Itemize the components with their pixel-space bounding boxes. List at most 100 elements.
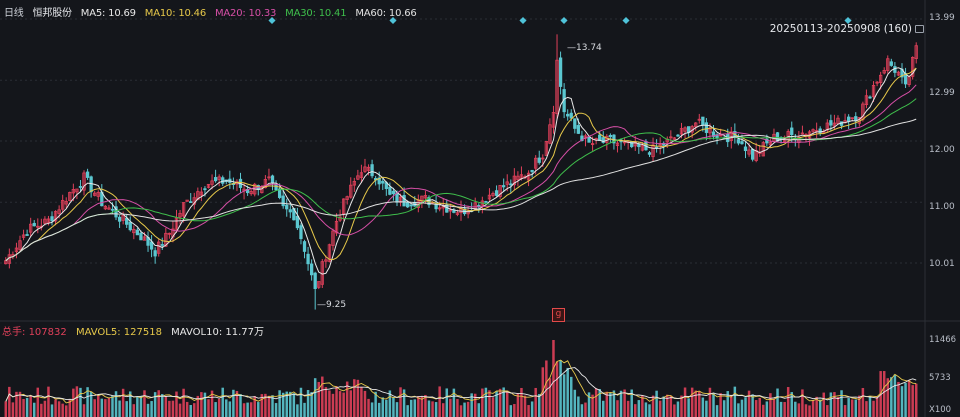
- candle-body: [82, 172, 86, 191]
- volume-bar: [79, 387, 82, 417]
- volume-bar: [854, 399, 858, 417]
- volume-bar: [655, 390, 658, 417]
- volume-bar: [203, 392, 207, 417]
- volume-bar: [626, 400, 630, 417]
- price-tick: 10.01: [929, 259, 955, 269]
- candle-body: [341, 198, 346, 214]
- volume-bar: [751, 394, 754, 417]
- candle-body: [590, 143, 595, 145]
- candle-body: [775, 132, 780, 142]
- candle-body: [189, 201, 193, 204]
- volume-bar: [861, 387, 865, 417]
- volume-bar: [438, 386, 441, 417]
- date-range[interactable]: 20250113-20250908 (160): [770, 23, 924, 35]
- volume-bar: [463, 402, 466, 417]
- volume-bar: [338, 391, 342, 417]
- candle-body: [117, 216, 122, 222]
- candle-body: [750, 148, 755, 160]
- candle-body: [181, 202, 186, 217]
- candle-body: [672, 137, 677, 141]
- event-diamond-icon: [844, 16, 852, 25]
- price-tick: 12.99: [929, 88, 955, 98]
- candle-body: [75, 188, 79, 193]
- volume-bar: [413, 399, 417, 417]
- volume-bar: [153, 392, 157, 417]
- candle-body: [32, 222, 36, 227]
- mavol5: MAVOL5: 127518: [75, 327, 162, 338]
- volume-bar: [715, 405, 719, 417]
- candle-body: [761, 142, 765, 157]
- volume-bar: [488, 390, 491, 417]
- candle-body: [64, 201, 68, 205]
- candle-body: [331, 230, 335, 246]
- candle-body: [263, 179, 268, 189]
- volume-bar: [324, 387, 328, 417]
- volume-bar: [562, 374, 566, 417]
- volume-bar: [577, 396, 580, 417]
- ma5-legend: MA5: 10.69: [80, 8, 136, 19]
- candle-body: [110, 208, 115, 211]
- candle-body: [743, 146, 748, 152]
- volume-bar: [602, 400, 605, 417]
- volume-bar: [566, 367, 569, 417]
- volume-bar: [385, 399, 388, 417]
- candle-body: [157, 241, 161, 254]
- volume-bar: [783, 402, 786, 417]
- event-marker[interactable]: g: [552, 308, 565, 322]
- candle-body: [406, 202, 410, 208]
- candle-body: [103, 205, 108, 210]
- volume-bar: [498, 388, 502, 417]
- volume-bar: [303, 402, 306, 417]
- volume-bar: [342, 392, 345, 417]
- candle-body: [640, 144, 645, 151]
- volume-bar: [491, 397, 495, 417]
- ma10-legend: MA10: 10.46: [144, 8, 206, 19]
- volume-bar: [584, 402, 587, 417]
- volume-bar: [527, 405, 530, 417]
- candle-body: [281, 195, 285, 207]
- candle-body: [71, 189, 75, 194]
- volume-bar: [402, 389, 406, 417]
- volume-bar: [246, 402, 249, 417]
- candle-body: [551, 112, 556, 128]
- candle-body: [836, 117, 840, 125]
- volume-bar: [257, 402, 260, 417]
- candle-body: [160, 244, 164, 246]
- volume-bar: [178, 403, 182, 417]
- ma30-legend: MA30: 10.41: [285, 8, 347, 19]
- volume-bar: [75, 386, 79, 417]
- volume-bar: [29, 395, 32, 417]
- candle-body: [78, 186, 83, 188]
- candle-body: [61, 200, 65, 210]
- candle-body: [427, 197, 431, 206]
- volume-bar: [790, 392, 793, 417]
- volume-bar: [786, 387, 790, 417]
- candle-body: [868, 96, 872, 99]
- volume-bar: [129, 391, 132, 417]
- volume-bar: [530, 401, 534, 417]
- candle-body: [402, 195, 406, 207]
- event-diamond-icon: [560, 16, 568, 25]
- volume-bar: [537, 394, 541, 417]
- volume-bar: [93, 399, 96, 417]
- volume-bar: [335, 386, 338, 417]
- low-annotation: —9.25: [317, 300, 347, 310]
- ma30-line: [5, 98, 917, 262]
- candle-body: [871, 85, 876, 98]
- volume-bar: [228, 401, 232, 417]
- volume-bar: [61, 403, 64, 417]
- candle-body: [608, 135, 613, 138]
- candle-body: [516, 175, 520, 181]
- candle-body: [356, 175, 360, 180]
- volume-bar: [267, 395, 271, 417]
- candle-body: [277, 188, 282, 198]
- volume-bar: [872, 400, 875, 417]
- candle-body: [502, 185, 506, 188]
- lock-icon[interactable]: [915, 25, 924, 33]
- candle-body: [302, 241, 307, 252]
- volume-bar: [445, 388, 449, 417]
- period-label[interactable]: 日线: [4, 8, 24, 19]
- volume-bar: [534, 387, 537, 417]
